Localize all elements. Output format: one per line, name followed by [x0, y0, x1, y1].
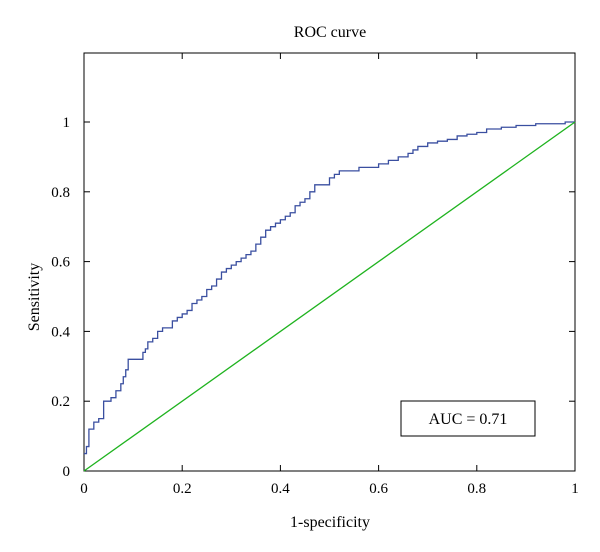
chart-title: ROC curve [294, 24, 366, 41]
x-tick-label: 1 [571, 481, 579, 497]
auc-label: AUC = 0.71 [429, 411, 508, 428]
x-tick-label: 0.8 [467, 481, 486, 497]
y-tick-label: 0.2 [51, 394, 70, 410]
x-tick-label: 0.2 [173, 481, 192, 497]
y-axis: 0 0.2 0.4 0.6 0.8 1 [51, 115, 575, 480]
series-layer [83, 121, 576, 472]
y-axis-label: Sensitivity [26, 263, 43, 331]
y-tick-label: 1 [63, 115, 71, 131]
x-axis-label: 1-specificity [290, 514, 370, 531]
x-tick-label: 0.4 [271, 481, 290, 497]
reference-diagonal-line [83, 121, 576, 472]
x-tick-label: 0.6 [369, 481, 388, 497]
auc-box [400, 400, 536, 437]
y-tick-label: 0.8 [51, 185, 70, 201]
y-tick-label: 0.4 [51, 324, 70, 340]
roc-curve-line [84, 121, 575, 455]
x-tick-label: 0 [80, 481, 88, 497]
x-axis: 0 0.2 0.4 0.6 0.8 1 [80, 53, 579, 497]
y-tick-label: 0 [63, 464, 71, 480]
auc-annotation: AUC = 0.71 [400, 400, 536, 437]
y-tick-label: 0.6 [51, 255, 70, 271]
